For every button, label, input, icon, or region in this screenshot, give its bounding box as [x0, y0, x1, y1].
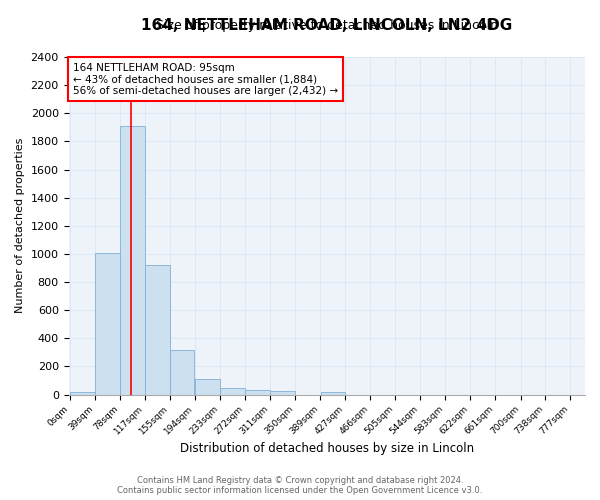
Bar — [195, 380, 220, 394]
Bar — [95, 252, 120, 394]
Text: 164, NETTLEHAM ROAD, LINCOLN, LN2 4DG: 164, NETTLEHAM ROAD, LINCOLN, LN2 4DG — [141, 18, 512, 34]
Bar — [170, 350, 194, 395]
Text: 164 NETTLEHAM ROAD: 95sqm
← 43% of detached houses are smaller (1,884)
56% of se: 164 NETTLEHAM ROAD: 95sqm ← 43% of detac… — [73, 62, 338, 96]
Bar — [220, 388, 245, 394]
Bar — [70, 392, 95, 394]
Bar — [271, 391, 295, 394]
Bar — [145, 265, 170, 394]
Bar — [121, 126, 145, 394]
Y-axis label: Number of detached properties: Number of detached properties — [15, 138, 25, 314]
Bar — [320, 392, 345, 394]
Text: Contains HM Land Registry data © Crown copyright and database right 2024.
Contai: Contains HM Land Registry data © Crown c… — [118, 476, 482, 495]
Bar — [245, 390, 270, 394]
X-axis label: Distribution of detached houses by size in Lincoln: Distribution of detached houses by size … — [180, 442, 474, 455]
Title: Size of property relative to detached houses in Lincoln: Size of property relative to detached ho… — [156, 19, 498, 32]
